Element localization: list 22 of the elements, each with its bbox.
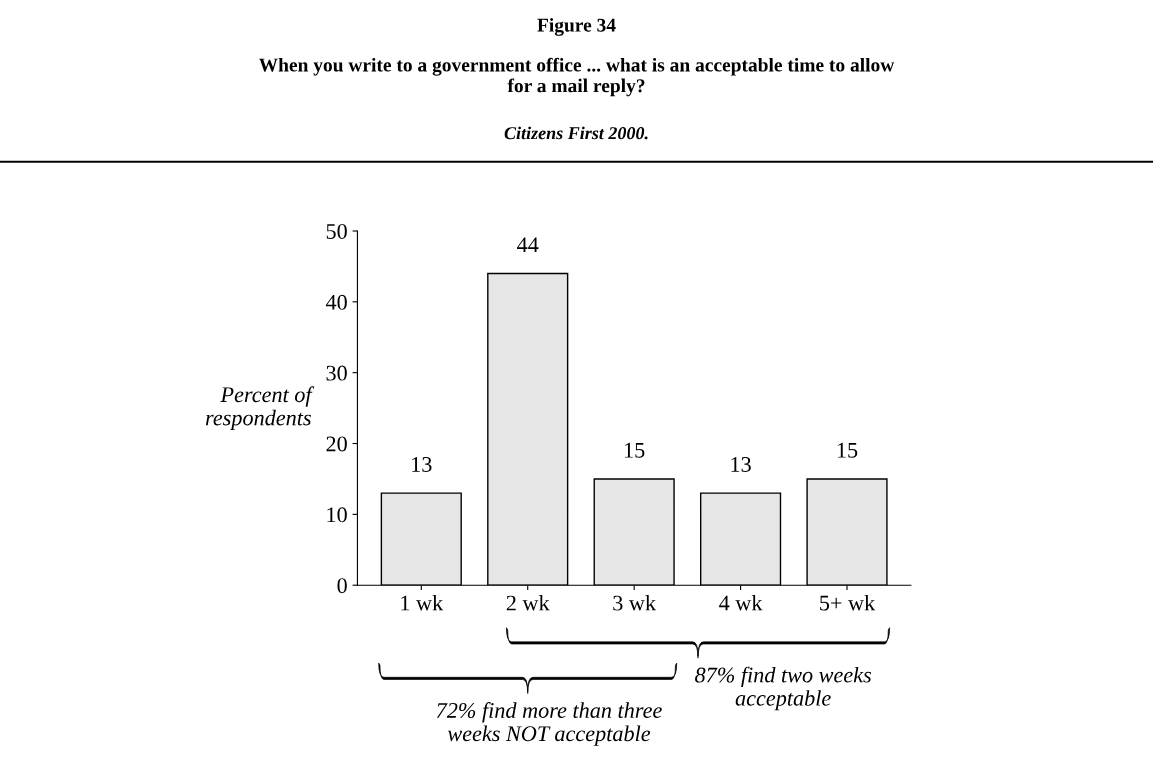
y-tick-label: 0 bbox=[337, 578, 347, 594]
y-tick-label: 40 bbox=[325, 294, 347, 310]
x-tick-label: 3 wk bbox=[613, 594, 657, 611]
text: Citizens First 2000. bbox=[504, 126, 648, 140]
text: 72% find more than three weeks NOT acceptable bbox=[436, 702, 662, 746]
y-tick-label: 50 bbox=[326, 223, 347, 239]
data-label: 15 bbox=[624, 442, 645, 458]
x-tick-label: 4 wk bbox=[719, 594, 763, 611]
data-label: 13 bbox=[412, 456, 432, 472]
chart-title: Figure 34 bbox=[537, 18, 616, 36]
y-tick-label: 20 bbox=[326, 436, 347, 452]
x-tick-label: 5+ wk bbox=[820, 594, 876, 611]
data-label: 15 bbox=[837, 442, 858, 458]
data-label: 44 bbox=[517, 237, 539, 253]
y-tick-label: 10 bbox=[327, 507, 347, 523]
text: 87% find two weeks acceptable bbox=[695, 666, 872, 711]
y-tick-label: 30 bbox=[326, 365, 347, 381]
data-label: 13 bbox=[731, 456, 751, 472]
chart-subtitle: When you write to a government office ... what is an acceptable time to allow for a mail reply? bbox=[258, 57, 895, 97]
x-tick-label: 1 wk bbox=[401, 594, 444, 611]
x-tick-label: 2 wk bbox=[506, 594, 550, 611]
y-axis-title: Percent of respondents bbox=[205, 386, 315, 430]
